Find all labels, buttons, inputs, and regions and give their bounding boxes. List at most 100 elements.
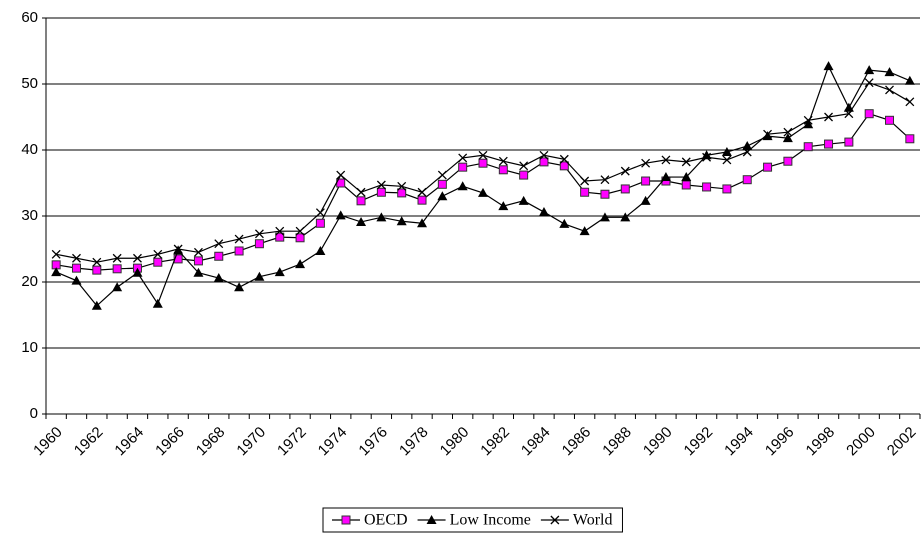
point [457, 181, 468, 191]
point [254, 271, 265, 281]
x-tick-label: 1964 [111, 424, 147, 460]
point [885, 85, 894, 95]
point [864, 78, 874, 88]
point [763, 129, 773, 139]
point [376, 187, 386, 197]
x-tick-label: 1992 [681, 424, 717, 460]
y-tick-label: 50 [21, 75, 38, 92]
x-tick-label: 1972 [274, 424, 310, 460]
point [763, 162, 773, 172]
point [539, 157, 549, 167]
point [783, 156, 793, 166]
point [173, 244, 183, 254]
y-tick-label: 0 [30, 405, 38, 422]
point [153, 249, 163, 259]
point [641, 158, 651, 168]
point [437, 179, 447, 189]
point [518, 195, 529, 205]
point [376, 212, 387, 222]
point [844, 137, 854, 147]
point [722, 155, 732, 165]
point [336, 170, 346, 180]
x-tick-label: 1996 [762, 424, 798, 460]
point [315, 218, 325, 228]
point [742, 147, 752, 157]
series-line [56, 81, 911, 263]
point [153, 257, 163, 267]
point [376, 180, 386, 190]
point [315, 245, 326, 255]
point [498, 201, 509, 211]
point [193, 247, 203, 257]
x-tick-label: 1974 [315, 424, 351, 460]
x-tick-label: 1970 [233, 424, 269, 460]
x-tick-label: 1998 [803, 424, 839, 460]
point [599, 212, 610, 222]
point [742, 175, 752, 185]
point [681, 180, 691, 190]
point [519, 170, 529, 180]
point [580, 176, 590, 186]
point [580, 187, 590, 197]
point [803, 119, 814, 129]
point [782, 133, 793, 143]
point [702, 152, 712, 162]
y-tick-label: 40 [21, 141, 38, 158]
legend-label: OECD [364, 512, 408, 529]
point [824, 112, 833, 122]
point [600, 175, 610, 185]
point [72, 253, 81, 263]
point [803, 142, 813, 152]
point [275, 226, 285, 236]
x-tick-label: 1986 [559, 424, 595, 460]
point [112, 264, 122, 274]
point [315, 208, 325, 218]
legend-label: World [573, 512, 613, 529]
y-tick-label: 30 [21, 207, 38, 224]
point [904, 75, 915, 85]
x-tick-label: 1980 [437, 424, 473, 460]
point [234, 282, 245, 292]
point [458, 162, 468, 172]
point [905, 97, 915, 107]
x-tick-label: 1976 [355, 424, 391, 460]
point [681, 157, 691, 167]
point [498, 165, 508, 175]
point [133, 253, 142, 263]
point [173, 254, 183, 264]
point [844, 109, 854, 119]
point [112, 253, 122, 263]
point [356, 187, 366, 197]
point [641, 176, 651, 186]
y-tick-label: 10 [21, 339, 38, 356]
point [335, 210, 346, 220]
point [356, 216, 367, 226]
point [559, 218, 570, 228]
point [478, 187, 488, 197]
x-tick-label: 1982 [477, 424, 513, 460]
point [600, 189, 610, 199]
point [234, 246, 244, 256]
point [620, 184, 630, 194]
x-tick-label: 1966 [152, 424, 188, 460]
x-tick-label: 1960 [30, 424, 66, 460]
point [417, 195, 427, 205]
point [721, 146, 732, 156]
point [417, 187, 427, 197]
point [538, 207, 549, 217]
point [51, 267, 62, 277]
point [295, 233, 305, 243]
point [417, 218, 428, 228]
legend: OECD Low Income World [322, 507, 623, 533]
x-tick-label: 1994 [721, 424, 757, 460]
point [702, 182, 712, 192]
legend-marker [341, 515, 351, 525]
point [71, 263, 81, 273]
point [559, 161, 569, 171]
point [295, 259, 306, 269]
point [275, 232, 285, 242]
point [579, 226, 590, 236]
point [742, 141, 753, 151]
series-line [55, 64, 911, 307]
point [397, 188, 407, 198]
